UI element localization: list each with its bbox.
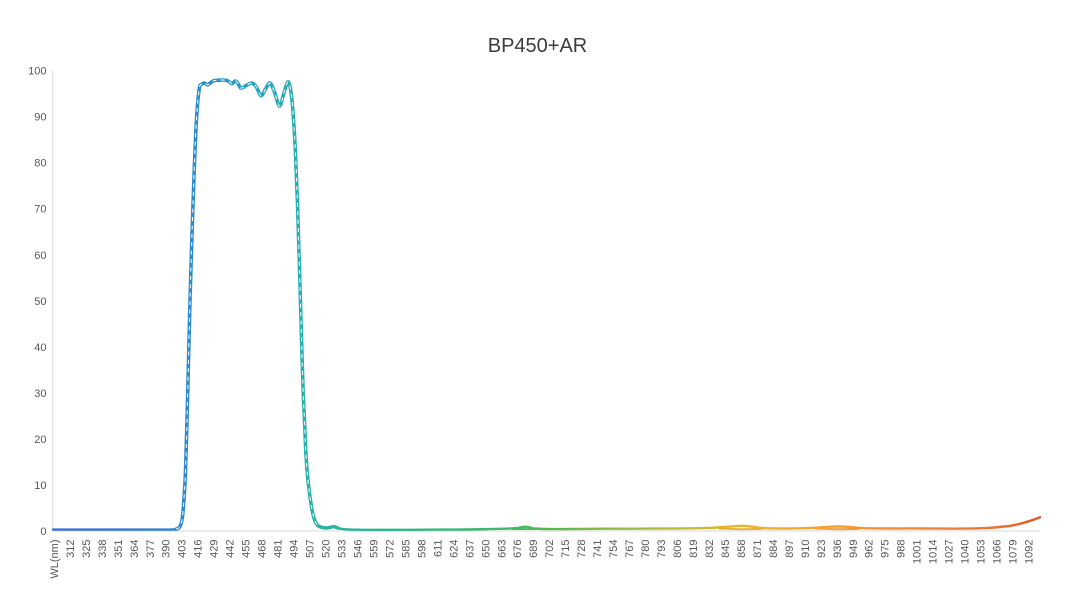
svg-text:741: 741 (592, 540, 604, 558)
svg-text:1092: 1092 (1024, 540, 1036, 564)
svg-text:50: 50 (34, 296, 46, 308)
svg-text:845: 845 (720, 540, 732, 558)
svg-text:806: 806 (672, 540, 684, 558)
svg-text:1040: 1040 (960, 540, 972, 564)
svg-text:1027: 1027 (944, 540, 956, 564)
svg-text:520: 520 (321, 540, 333, 558)
svg-text:923: 923 (816, 540, 828, 558)
svg-text:936: 936 (832, 540, 844, 558)
svg-text:1066: 1066 (992, 540, 1004, 564)
svg-text:533: 533 (336, 540, 348, 558)
svg-text:60: 60 (34, 250, 46, 262)
svg-text:494: 494 (289, 540, 301, 558)
svg-text:611: 611 (432, 540, 444, 558)
svg-text:325: 325 (81, 540, 93, 558)
svg-text:377: 377 (145, 540, 157, 558)
svg-text:637: 637 (464, 540, 476, 558)
svg-text:780: 780 (640, 540, 652, 558)
svg-text:598: 598 (416, 540, 428, 558)
svg-text:338: 338 (97, 540, 109, 558)
svg-text:312: 312 (65, 540, 77, 558)
svg-text:754: 754 (608, 540, 620, 558)
svg-text:975: 975 (880, 540, 892, 558)
svg-text:30: 30 (34, 388, 46, 400)
svg-text:70: 70 (34, 204, 46, 216)
svg-text:728: 728 (576, 540, 588, 558)
svg-text:715: 715 (560, 540, 572, 558)
svg-text:910: 910 (800, 540, 812, 558)
svg-text:20: 20 (34, 434, 46, 446)
svg-text:0: 0 (40, 526, 46, 538)
svg-text:624: 624 (448, 540, 460, 558)
svg-text:676: 676 (512, 540, 524, 558)
svg-text:10: 10 (34, 480, 46, 492)
svg-text:819: 819 (688, 540, 700, 558)
svg-text:585: 585 (400, 540, 412, 558)
svg-text:1014: 1014 (928, 540, 940, 564)
svg-text:80: 80 (34, 158, 46, 170)
svg-text:1053: 1053 (976, 540, 988, 564)
svg-text:455: 455 (241, 540, 253, 558)
svg-text:793: 793 (656, 540, 668, 558)
svg-text:962: 962 (864, 540, 876, 558)
svg-text:663: 663 (496, 540, 508, 558)
svg-text:858: 858 (736, 540, 748, 558)
svg-text:403: 403 (177, 540, 189, 558)
svg-text:WL(nm): WL(nm) (49, 540, 61, 579)
svg-text:949: 949 (848, 540, 860, 558)
svg-text:572: 572 (384, 540, 396, 558)
svg-text:546: 546 (352, 540, 364, 558)
svg-text:767: 767 (624, 540, 636, 558)
svg-text:364: 364 (129, 540, 141, 558)
svg-text:884: 884 (768, 540, 780, 558)
svg-text:481: 481 (273, 540, 285, 558)
svg-text:1001: 1001 (912, 540, 924, 564)
svg-text:650: 650 (480, 540, 492, 558)
svg-text:BP450+AR: BP450+AR (488, 35, 588, 57)
svg-text:559: 559 (368, 540, 380, 558)
svg-text:351: 351 (113, 540, 125, 558)
svg-text:442: 442 (225, 540, 237, 558)
svg-text:702: 702 (544, 540, 556, 558)
svg-text:1079: 1079 (1008, 540, 1020, 564)
svg-text:90: 90 (34, 112, 46, 124)
svg-text:689: 689 (528, 540, 540, 558)
svg-text:507: 507 (305, 540, 317, 558)
svg-text:40: 40 (34, 342, 46, 354)
svg-text:390: 390 (161, 540, 173, 558)
svg-text:832: 832 (704, 540, 716, 558)
svg-text:100: 100 (28, 66, 46, 78)
svg-text:468: 468 (257, 540, 269, 558)
svg-text:988: 988 (896, 540, 908, 558)
svg-text:871: 871 (752, 540, 764, 558)
svg-text:429: 429 (209, 540, 221, 558)
svg-text:897: 897 (784, 540, 796, 558)
svg-text:416: 416 (193, 540, 205, 558)
